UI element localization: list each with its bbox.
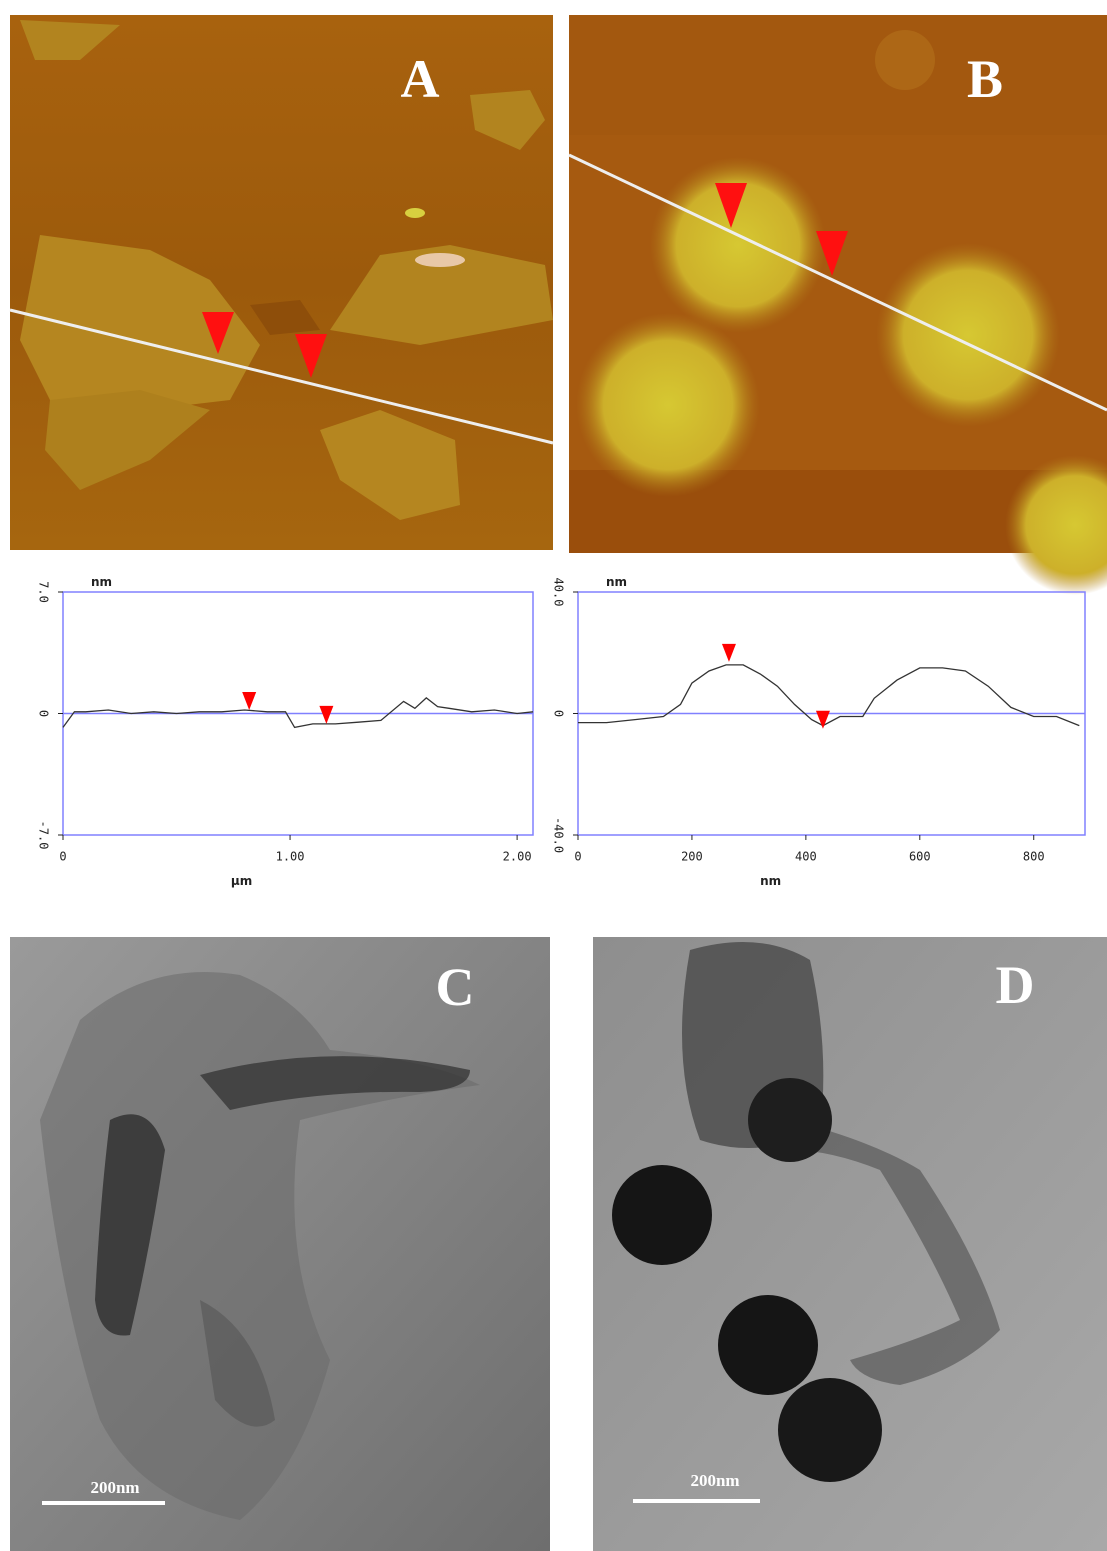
panel-b: B <box>569 15 1107 595</box>
cursor-marker <box>722 644 736 662</box>
cursor-marker <box>816 711 830 729</box>
panel-label: D <box>996 955 1035 1015</box>
y-tick-label: -7.0 <box>37 821 51 850</box>
y-tick-label: -40.0 <box>552 817 566 853</box>
y-unit: nm <box>91 575 112 589</box>
panel-a: A <box>10 15 553 550</box>
x-tick-label: 400 <box>795 850 817 864</box>
y-tick-label: 40.0 <box>552 578 566 607</box>
x-tick-label: 2.00 <box>503 850 532 864</box>
x-tick-label: 0 <box>574 850 581 864</box>
figure: A B 200nm C 200nm D 7.00-7.001. <box>0 0 1107 1551</box>
y-tick-label: 7.0 <box>37 581 51 603</box>
x-tick-label: 200 <box>681 850 703 864</box>
y-tick-label: 0 <box>37 710 51 717</box>
scale-bar-label: 200nm <box>690 1471 739 1490</box>
scale-bar-label: 200nm <box>90 1478 139 1497</box>
x-unit: nm <box>760 874 781 888</box>
y-tick-label: 0 <box>552 710 566 717</box>
profile-line <box>578 665 1079 726</box>
panel-label: A <box>401 49 440 109</box>
panel-c: 200nm C <box>10 937 550 1551</box>
x-unit: µm <box>231 874 252 888</box>
x-tick-label: 0 <box>59 850 66 864</box>
x-tick-label: 600 <box>909 850 931 864</box>
cursor-marker <box>242 692 256 710</box>
panel-d: 200nm D <box>593 937 1107 1551</box>
panel-label: B <box>967 49 1003 109</box>
x-tick-label: 1.00 <box>276 850 305 864</box>
cursor-marker <box>319 706 333 724</box>
panel-label: C <box>436 957 475 1017</box>
x-tick-label: 800 <box>1023 850 1045 864</box>
y-unit: nm <box>606 575 627 589</box>
profile-line <box>63 698 533 728</box>
